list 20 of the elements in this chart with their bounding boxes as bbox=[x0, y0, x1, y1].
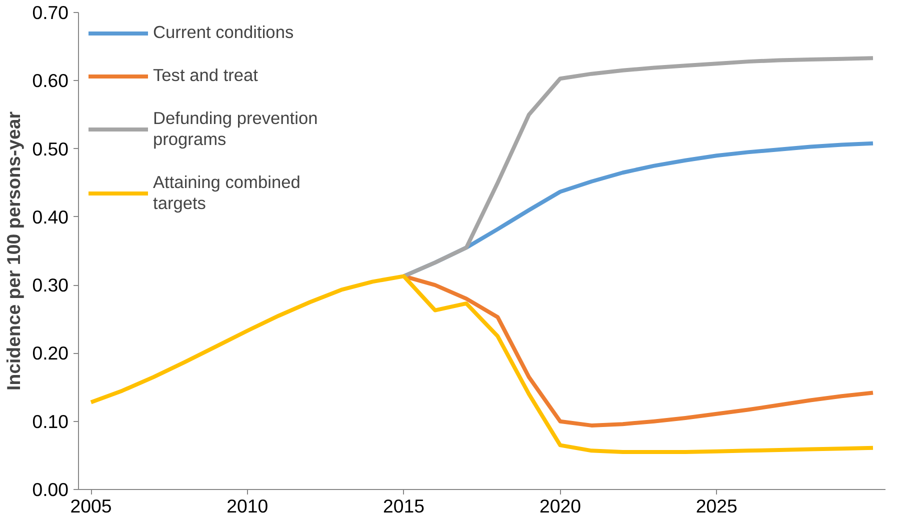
y-tick-label: 0.10 bbox=[32, 410, 68, 432]
y-tick-label: 0.30 bbox=[32, 274, 68, 296]
y-tick-label: 0.40 bbox=[32, 206, 68, 228]
legend-label: Test and treat bbox=[153, 65, 258, 86]
x-tick-label: 2005 bbox=[70, 496, 112, 516]
x-tick-label: 2015 bbox=[383, 496, 425, 516]
y-tick-label: 0.60 bbox=[32, 70, 68, 92]
legend-label: Defunding prevention programs bbox=[153, 108, 318, 150]
legend-label: Attaining combined targets bbox=[153, 172, 300, 214]
line-series bbox=[402, 56, 875, 278]
y-tick-label: 0.50 bbox=[32, 138, 68, 160]
x-tick-label: 2010 bbox=[226, 496, 268, 516]
y-tick-label: 0.70 bbox=[32, 2, 68, 23]
legend-label: Current conditions bbox=[153, 22, 294, 43]
y-tick-label: 0.00 bbox=[32, 479, 68, 500]
x-tick-label: 2020 bbox=[539, 496, 581, 516]
line-series bbox=[89, 274, 875, 454]
y-tick-label: 0.20 bbox=[32, 342, 68, 364]
x-tick-label: 2025 bbox=[696, 496, 738, 516]
y-axis-title: Incidence per 100 persons-year bbox=[3, 112, 24, 390]
